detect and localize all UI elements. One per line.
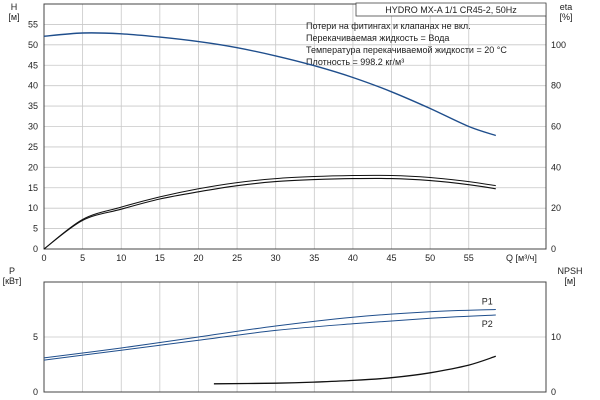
chart-note: Потери на фитингах и клапанах не вкл. <box>306 21 471 31</box>
top-left-axis-label-line: H <box>11 2 18 12</box>
series-label-p2: P2 <box>482 319 493 329</box>
top-right-tick-label: 40 <box>551 162 561 172</box>
bottom-left-axis-label-line: [кВт] <box>3 276 22 286</box>
top-left-tick-label: 15 <box>28 183 38 193</box>
bottom-left-tick-label: 5 <box>33 332 38 342</box>
power-curve-p1 <box>43 309 496 359</box>
top-left-axis-label: H[м] <box>8 2 19 22</box>
npsh-curve <box>213 355 496 385</box>
chart-note: Перекачиваемая жидкость = Вода <box>306 33 449 43</box>
top-right-tick-label: 20 <box>551 203 561 213</box>
bottom-left-axis-label: P[кВт] <box>3 266 22 286</box>
x-tick-label: 55 <box>464 253 474 263</box>
x-tick-label: 40 <box>348 253 358 263</box>
top-right-axis-label-line: eta <box>560 2 573 12</box>
x-tick-label: 20 <box>193 253 203 263</box>
chart-title-frame <box>355 2 547 17</box>
bottom-grid <box>43 282 546 393</box>
top-grid <box>43 4 546 250</box>
efficiency-curve <box>43 174 496 250</box>
x-tick-label: 10 <box>116 253 126 263</box>
series-label-p1: P1 <box>482 297 493 307</box>
top-left-tick-label: 25 <box>28 142 38 152</box>
x-tick-label: 35 <box>309 253 319 263</box>
x-axis-label: Q [м³/ч] <box>506 253 537 263</box>
bottom-right-axis-label-line: [м] <box>564 276 575 286</box>
top-left-tick-label: 35 <box>28 101 38 111</box>
bottom-plot-frame <box>43 281 547 393</box>
top-left-tick-label: 55 <box>28 19 38 29</box>
bottom-right-tick-label: 0 <box>551 387 556 397</box>
x-tick-label: 50 <box>425 253 435 263</box>
top-left-tick-label: 30 <box>28 122 38 132</box>
bottom-right-axis-label: NPSH[м] <box>557 266 582 286</box>
chart-title: HYDRO MX-A 1/1 CR45-2, 50Hz <box>385 5 517 15</box>
chart-note: Плотность = 998.2 кг/м³ <box>306 57 404 67</box>
power-curve-p2 <box>43 314 496 361</box>
chart-note: Температура перекачиваемой жидкости = 20… <box>306 45 507 55</box>
top-right-axis-label-line: [%] <box>559 12 572 22</box>
x-tick-label: 45 <box>387 253 397 263</box>
chart-notes: Потери на фитингах и клапанах не вкл. Пер… <box>306 21 507 67</box>
top-right-tick-label: 100 <box>551 40 566 50</box>
top-left-tick-label: 5 <box>33 224 38 234</box>
x-tick-label: 25 <box>232 253 242 263</box>
efficiency-curve <box>43 177 496 250</box>
top-right-tick-label: 0 <box>551 244 556 254</box>
top-left-tick-label: 50 <box>28 40 38 50</box>
top-right-axis-label: eta[%] <box>559 2 572 22</box>
top-left-tick-label: 40 <box>28 81 38 91</box>
x-tick-label: 5 <box>80 253 85 263</box>
x-tick-label: 30 <box>271 253 281 263</box>
top-plot-frame <box>43 3 547 250</box>
top-left-tick-label: 0 <box>33 244 38 254</box>
bottom-left-axis-label-line: P <box>9 266 15 276</box>
chart-title-box: HYDRO MX-A 1/1 CR45-2, 50Hz <box>355 2 547 17</box>
head-curve <box>43 32 497 137</box>
top-right-tick-label: 60 <box>551 122 561 132</box>
top-right-tick-label: 80 <box>551 81 561 91</box>
top-left-tick-label: 10 <box>28 203 38 213</box>
top-left-tick-label: 45 <box>28 60 38 70</box>
x-tick-label: 0 <box>41 253 46 263</box>
x-tick-label: 15 <box>155 253 165 263</box>
top-left-tick-label: 20 <box>28 162 38 172</box>
top-left-axis-label-line: [м] <box>8 12 19 22</box>
bottom-left-tick-label: 0 <box>33 387 38 397</box>
bottom-right-axis-label-line: NPSH <box>557 266 582 276</box>
bottom-right-tick-label: 10 <box>551 332 561 342</box>
